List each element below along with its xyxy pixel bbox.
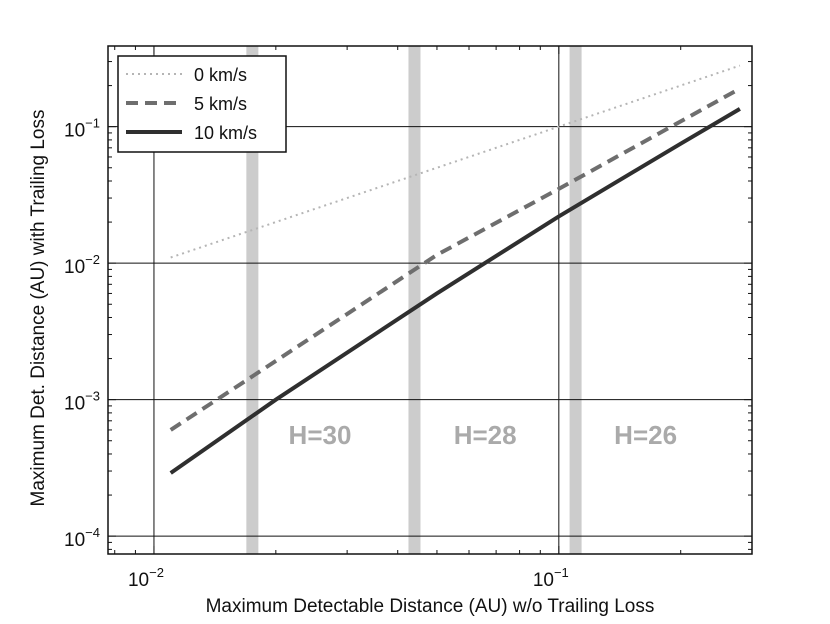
band-0 <box>246 46 259 554</box>
band-layer <box>246 46 582 554</box>
y-tick-label-exponent: −2 <box>85 252 100 267</box>
legend-label-2: 10 km/s <box>194 123 257 143</box>
band-label-layer: H=30 H=28 H=26 <box>289 420 678 450</box>
y-tick-label-0: 10−4 <box>64 525 100 551</box>
band-2 <box>569 46 582 554</box>
y-tick-label-2: 10−2 <box>64 252 100 278</box>
tick-label-layer: 10−2 10−110−410−310−210−1 <box>64 116 569 591</box>
series-line-2 <box>169 107 741 475</box>
x-axis-title: Maximum Detectable Distance (AU) w/o Tra… <box>206 596 655 617</box>
series-line-1 <box>169 86 741 432</box>
y-tick-label-3: 10−1 <box>64 116 100 142</box>
series-layer <box>169 64 741 475</box>
y-tick-label-exponent: −3 <box>85 389 100 404</box>
y-tick-label-1: 10−3 <box>64 389 100 415</box>
band-label-1: H=28 <box>454 420 517 450</box>
legend-label-0: 0 km/s <box>194 65 247 85</box>
band-label-2: H=26 <box>614 420 677 450</box>
series-line-0 <box>170 64 741 259</box>
x-tick-label-1: 10−1 <box>533 565 569 591</box>
band-label-0: H=30 <box>289 420 352 450</box>
tick-layer <box>108 46 752 554</box>
grid-layer <box>108 46 752 554</box>
plot-frame <box>107 45 753 555</box>
x-tick-label-exponent: −2 <box>149 565 164 580</box>
y-axis-title: Maximum Det. Distance (AU) with Trailing… <box>28 110 49 507</box>
legend: 0 km/s 5 km/s 10 km/s <box>117 55 287 153</box>
band-1 <box>408 46 421 554</box>
y-tick-label-exponent: −1 <box>85 116 100 131</box>
legend-label-1: 5 km/s <box>194 94 247 114</box>
x-tick-label-base: 10 <box>533 570 554 591</box>
y-tick-label-base: 10 <box>64 530 85 551</box>
x-tick-label-base: 10 <box>128 570 149 591</box>
y-tick-label-base: 10 <box>64 257 85 278</box>
y-tick-label-exponent: −4 <box>85 525 100 540</box>
x-tick-label-0: 10−2 <box>128 565 164 591</box>
y-tick-label-base: 10 <box>64 394 85 415</box>
y-tick-label-base: 10 <box>64 121 85 142</box>
x-tick-label-exponent: −1 <box>554 565 569 580</box>
